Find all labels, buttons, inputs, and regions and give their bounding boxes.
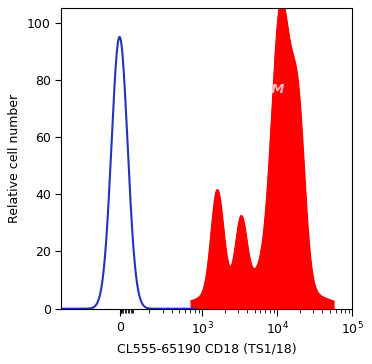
X-axis label: CL555-65190 CD18 (TS1/18): CL555-65190 CD18 (TS1/18) [117,343,296,356]
Text: WWW.PTGLAB.COM: WWW.PTGLAB.COM [140,83,285,96]
Y-axis label: Relative cell number: Relative cell number [8,94,21,223]
